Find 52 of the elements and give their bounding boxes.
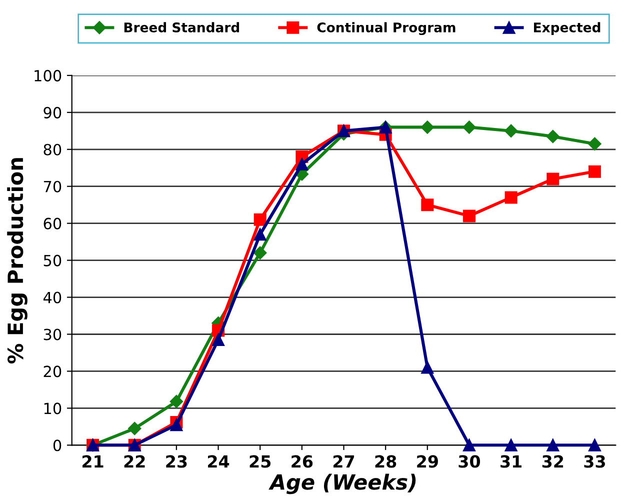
point <box>546 438 560 452</box>
point <box>421 198 434 212</box>
point <box>462 210 476 222</box>
x-tick-label: 23 <box>166 455 187 468</box>
y-tick-label: 30 <box>44 328 62 340</box>
point <box>462 120 476 134</box>
point <box>588 165 601 178</box>
point <box>254 213 266 226</box>
y-tick-label: 40 <box>43 292 62 304</box>
point <box>170 394 184 408</box>
y-axis-title: % Egg Production <box>7 158 28 364</box>
point <box>254 228 266 241</box>
legend-label: Breed Standard <box>124 22 240 32</box>
x-tick-label: 28 <box>375 455 396 468</box>
y-tick-label: 70 <box>44 180 62 192</box>
point <box>212 334 225 346</box>
x-tick-label: 22 <box>124 455 145 468</box>
y-tick-label: 20 <box>44 366 62 378</box>
x-tick-label: 27 <box>333 455 354 468</box>
point <box>170 418 183 432</box>
y-tick-label: 50 <box>44 254 62 266</box>
y-tick-label: 80 <box>44 144 62 156</box>
y-tick-label: 60 <box>44 218 62 230</box>
x-tick-label: 29 <box>417 455 438 468</box>
point <box>420 120 434 134</box>
point <box>504 124 518 138</box>
y-tick-label: 10 <box>44 402 62 414</box>
x-tick-label: 30 <box>458 455 480 468</box>
point <box>504 191 518 204</box>
legend-label: Expected <box>534 22 600 35</box>
legend-label: Continual Program <box>317 22 456 36</box>
y-tick-label: 100 <box>34 70 62 82</box>
x-axis-title: Age (Weeks) <box>268 474 416 494</box>
point <box>588 137 602 150</box>
point <box>421 361 434 374</box>
point <box>296 158 308 170</box>
y-tick-label: 0 <box>53 440 62 452</box>
x-tick-label: 32 <box>542 455 564 468</box>
point <box>462 438 476 452</box>
point <box>128 422 142 436</box>
x-tick-label: 26 <box>292 455 313 468</box>
point <box>588 438 601 452</box>
y-tick-label: 90 <box>44 106 62 118</box>
point <box>504 438 518 452</box>
x-tick-label: 21 <box>82 455 104 468</box>
point <box>546 130 560 144</box>
x-tick-label: 31 <box>500 455 522 468</box>
point <box>254 246 267 260</box>
point <box>546 172 560 186</box>
x-tick-label: 24 <box>208 455 230 468</box>
x-tick-label: 33 <box>584 455 605 468</box>
x-tick-label: 25 <box>250 455 271 468</box>
